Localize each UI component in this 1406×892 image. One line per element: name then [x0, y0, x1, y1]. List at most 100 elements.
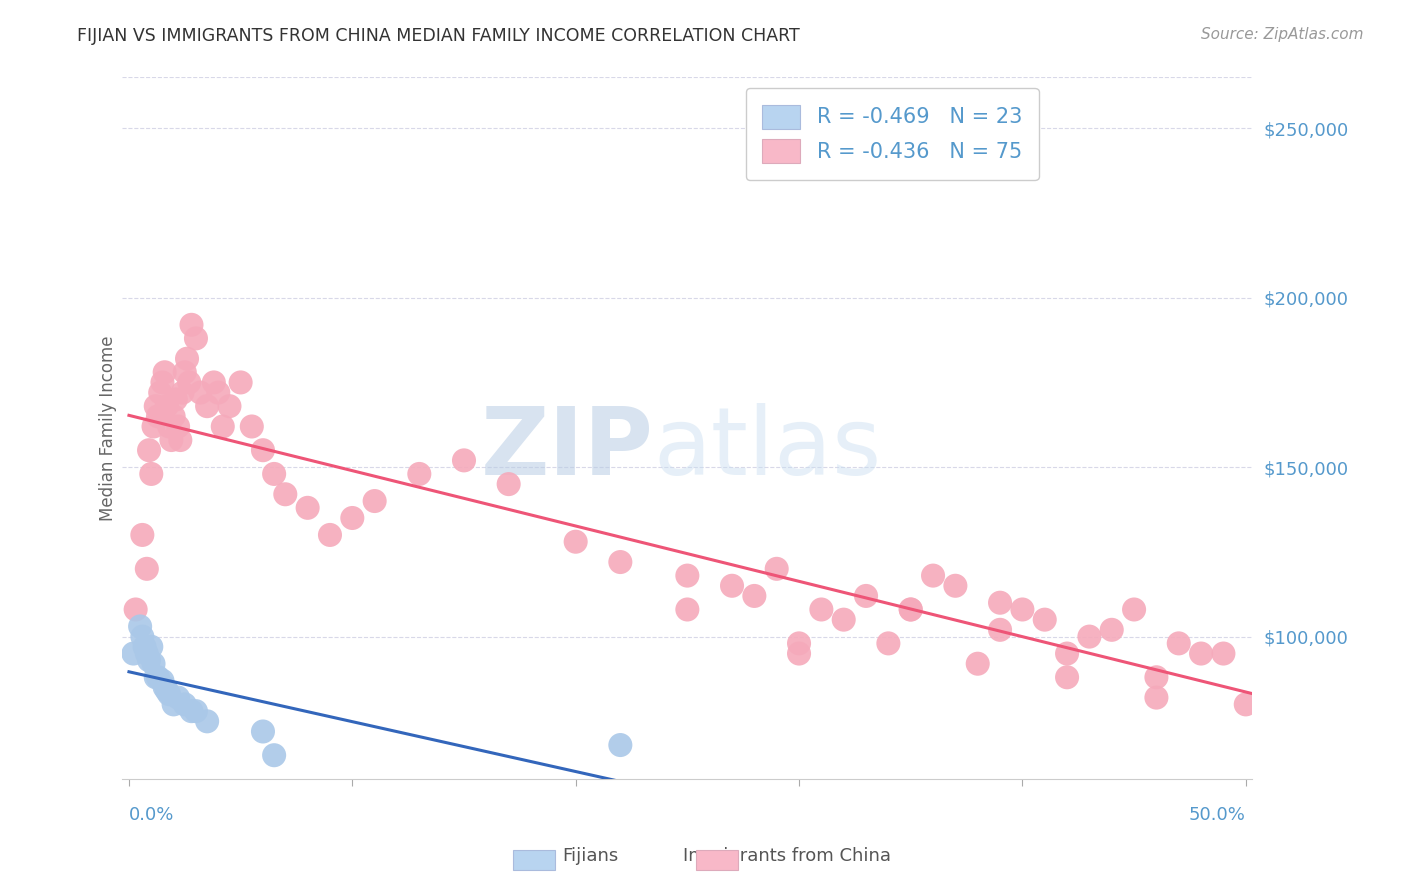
Point: [363, 494, 385, 508]
Point: [141, 640, 163, 654]
Point: [129, 619, 152, 633]
Y-axis label: Median Family Income: Median Family Income: [100, 335, 117, 521]
Point: [1011, 602, 1033, 616]
Point: [202, 376, 225, 390]
Point: [179, 376, 201, 390]
Point: [1144, 670, 1167, 684]
Point: [135, 647, 157, 661]
Point: [122, 647, 145, 661]
Point: [787, 636, 810, 650]
Point: [146, 670, 169, 684]
Point: [408, 467, 430, 481]
Point: [142, 657, 165, 671]
Point: [138, 653, 160, 667]
Point: [1189, 647, 1212, 661]
Point: [765, 562, 787, 576]
Point: [153, 365, 176, 379]
Point: [1167, 636, 1189, 650]
Point: [252, 443, 274, 458]
Point: [240, 419, 263, 434]
Point: [676, 602, 699, 616]
Text: Immigrants from China: Immigrants from China: [683, 847, 891, 865]
Point: [211, 419, 233, 434]
Point: [498, 477, 520, 491]
Point: [169, 433, 191, 447]
Point: [157, 419, 180, 434]
Point: [453, 453, 475, 467]
Point: [1144, 690, 1167, 705]
Point: [900, 602, 922, 616]
Point: [145, 399, 167, 413]
Point: [945, 579, 967, 593]
Point: [1056, 670, 1078, 684]
Point: [176, 351, 198, 366]
Point: [1033, 613, 1056, 627]
Point: [149, 385, 172, 400]
Point: [138, 443, 160, 458]
Point: [787, 647, 810, 661]
Point: [145, 670, 167, 684]
Point: [319, 528, 342, 542]
Point: [1123, 602, 1146, 616]
Point: [135, 562, 157, 576]
Point: [1078, 630, 1101, 644]
Point: [190, 385, 212, 400]
Text: ZIP: ZIP: [481, 403, 654, 495]
Point: [922, 568, 945, 582]
Point: [342, 511, 364, 525]
Point: [877, 636, 900, 650]
Point: [146, 409, 169, 424]
Point: [1234, 698, 1257, 712]
Text: FIJIAN VS IMMIGRANTS FROM CHINA MEDIAN FAMILY INCOME CORRELATION CHART: FIJIAN VS IMMIGRANTS FROM CHINA MEDIAN F…: [77, 27, 800, 45]
Point: [152, 673, 174, 688]
Point: [173, 365, 195, 379]
Point: [131, 630, 153, 644]
Point: [157, 687, 180, 701]
Point: [218, 399, 240, 413]
Point: [1212, 647, 1234, 661]
Point: [207, 385, 229, 400]
Point: [966, 657, 988, 671]
Point: [832, 613, 855, 627]
Point: [609, 738, 631, 752]
Point: [152, 376, 174, 390]
Point: [195, 714, 218, 729]
Point: [609, 555, 631, 569]
Point: [180, 704, 202, 718]
Point: [721, 579, 744, 593]
Point: [988, 596, 1011, 610]
Point: [141, 467, 163, 481]
Point: [676, 568, 699, 582]
Text: Fijians: Fijians: [562, 847, 619, 865]
Point: [153, 681, 176, 695]
Point: [855, 589, 877, 603]
Point: [1056, 647, 1078, 661]
Point: [744, 589, 766, 603]
Point: [134, 640, 156, 654]
Point: [564, 534, 586, 549]
Point: [229, 376, 252, 390]
Text: 50.0%: 50.0%: [1189, 806, 1246, 824]
Point: [162, 409, 184, 424]
Point: [184, 331, 207, 345]
Point: [156, 399, 179, 413]
Point: [173, 698, 195, 712]
Point: [297, 500, 319, 515]
Point: [142, 419, 165, 434]
Text: atlas: atlas: [654, 403, 882, 495]
Point: [131, 528, 153, 542]
Point: [184, 704, 207, 718]
Point: [810, 602, 832, 616]
Text: 0.0%: 0.0%: [129, 806, 174, 824]
Point: [195, 399, 218, 413]
Point: [180, 318, 202, 332]
Point: [124, 602, 146, 616]
Point: [988, 623, 1011, 637]
Point: [162, 698, 184, 712]
Text: Source: ZipAtlas.com: Source: ZipAtlas.com: [1201, 27, 1364, 42]
Point: [167, 690, 190, 705]
Point: [263, 467, 285, 481]
Point: [165, 392, 187, 407]
Point: [160, 433, 183, 447]
Point: [172, 385, 194, 400]
